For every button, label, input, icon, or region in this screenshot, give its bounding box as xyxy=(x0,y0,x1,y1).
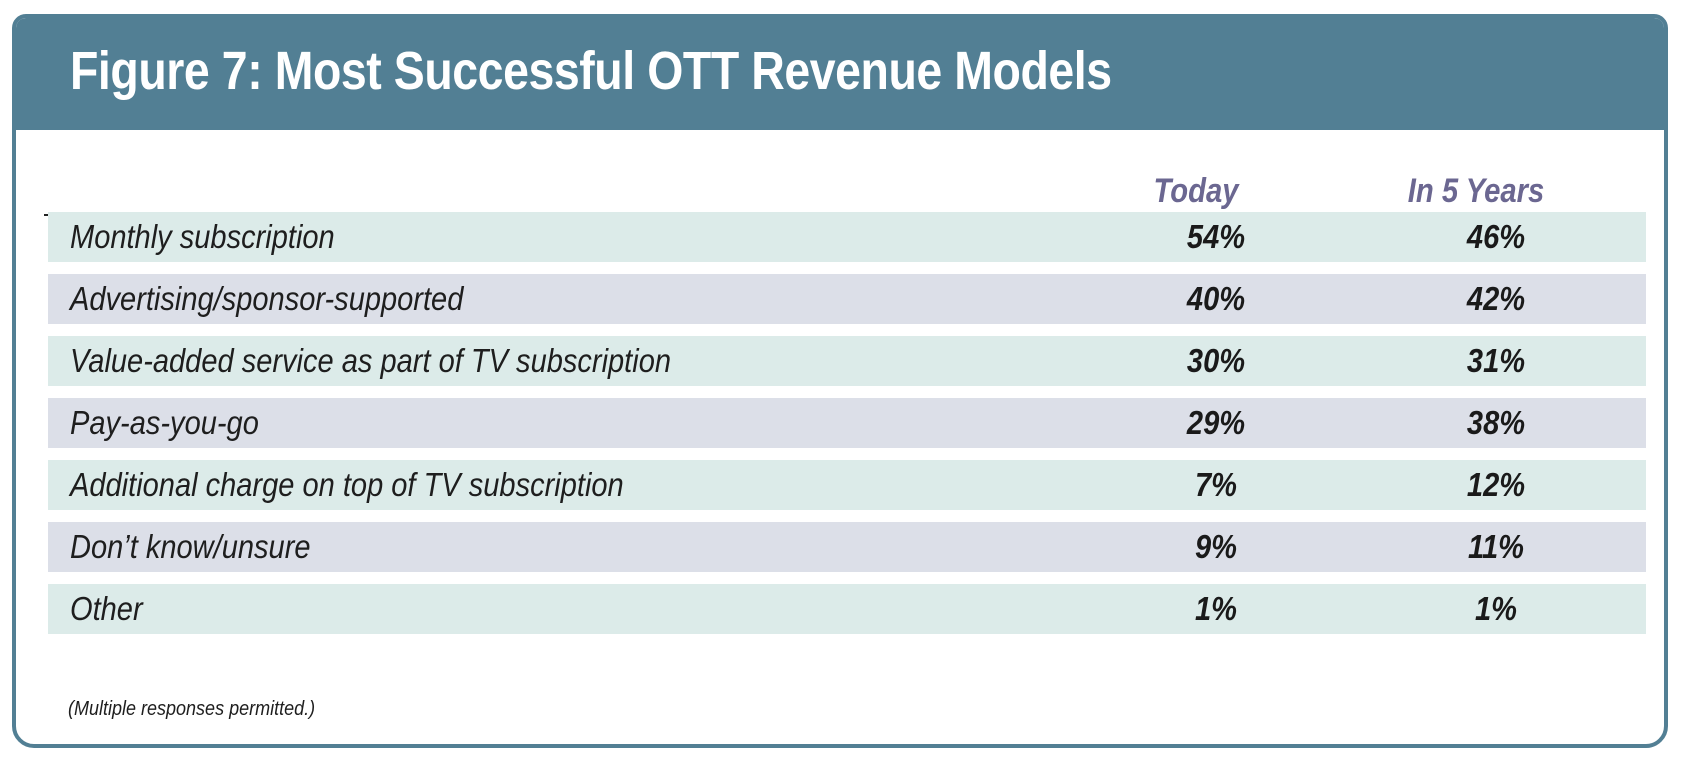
column-header-in-5-years: In 5 Years xyxy=(1407,172,1545,210)
value-today: 30% xyxy=(1186,342,1246,379)
value-in-5-years: 31% xyxy=(1466,342,1526,379)
value-in-5-years: 38% xyxy=(1466,404,1526,441)
value-today: 54% xyxy=(1186,218,1246,255)
row-label: Pay-as-you-go xyxy=(70,404,259,441)
footnote: (Multiple responses permitted.) xyxy=(68,698,316,720)
title-bar: Figure 7: Most Successful OTT Revenue Mo… xyxy=(16,18,1664,130)
value-today: 40% xyxy=(1186,280,1246,317)
row-label: Other xyxy=(70,590,143,627)
value-in-5-years: 1% xyxy=(1475,590,1517,627)
value-today: 7% xyxy=(1195,466,1237,503)
table-row: Pay-as-you-go 29% 38% xyxy=(48,398,1646,448)
value-in-5-years: 11% xyxy=(1468,528,1524,565)
table-row: Monthly subscription 54% 46% xyxy=(48,212,1646,262)
row-label: Don’t know/unsure xyxy=(70,528,311,565)
value-today: 29% xyxy=(1186,404,1246,441)
value-in-5-years: 42% xyxy=(1466,280,1526,317)
row-label: Advertising/sponsor-supported xyxy=(70,280,464,317)
table-row: Advertising/sponsor-supported 40% 42% xyxy=(48,274,1646,324)
value-today: 9% xyxy=(1195,528,1237,565)
figure-frame: Figure 7: Most Successful OTT Revenue Mo… xyxy=(12,14,1668,748)
value-in-5-years: 12% xyxy=(1466,466,1526,503)
column-header-today: Today xyxy=(1153,172,1239,210)
table-row: Don’t know/unsure 9% 11% xyxy=(48,522,1646,572)
table-row: Additional charge on top of TV subscript… xyxy=(48,460,1646,510)
row-label: Additional charge on top of TV subscript… xyxy=(70,466,624,503)
value-in-5-years: 46% xyxy=(1466,218,1526,255)
table-row: Other 1% 1% xyxy=(48,584,1646,634)
value-today: 1% xyxy=(1195,590,1237,627)
figure-title: Figure 7: Most Successful OTT Revenue Mo… xyxy=(70,41,1112,101)
table-row: Value-added service as part of TV subscr… xyxy=(48,336,1646,386)
row-label: Monthly subscription xyxy=(70,218,335,255)
row-label: Value-added service as part of TV subscr… xyxy=(70,342,672,379)
